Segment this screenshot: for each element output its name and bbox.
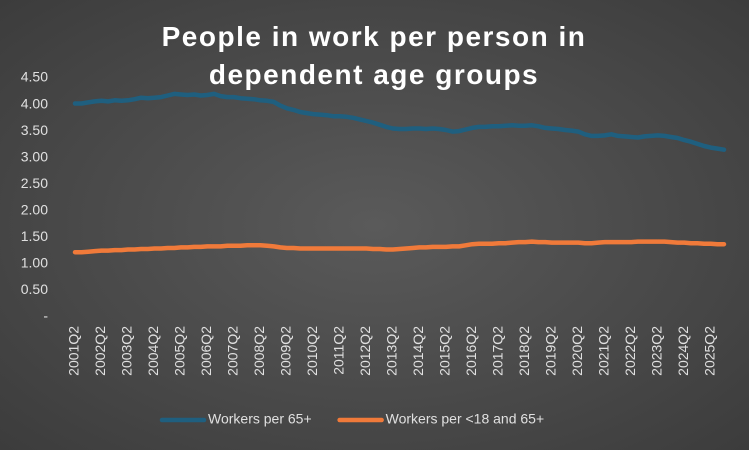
x-tick-label: 2024Q2 <box>675 326 691 376</box>
x-tick-label: 2016Q2 <box>463 326 479 376</box>
x-tick-label: 2018Q2 <box>516 326 532 376</box>
y-tick-label: 4.00 <box>21 95 48 111</box>
x-tick-label: 2008Q2 <box>251 326 267 376</box>
x-tick-label: 2017Q2 <box>490 326 506 376</box>
x-tick-label: 2006Q2 <box>198 326 214 376</box>
x-tick-label: 2007Q2 <box>225 326 241 376</box>
x-tick-label: 2004Q2 <box>145 326 161 376</box>
chart-title: People in work per person in dependent a… <box>161 21 587 90</box>
x-tick-label: 2014Q2 <box>410 326 426 376</box>
x-tick-label: 2013Q2 <box>384 326 400 376</box>
y-tick-label: 1.50 <box>21 228 48 244</box>
x-tick-label: 2010Q2 <box>304 326 320 376</box>
y-tick-label: 0.50 <box>21 281 48 297</box>
x-tick-label: 2022Q2 <box>622 326 638 376</box>
x-tick-label: 2023Q2 <box>648 326 664 376</box>
x-tick-label: 2012Q2 <box>357 326 373 376</box>
x-tick-label: 2003Q2 <box>119 326 135 376</box>
x-tick-label: 2009Q2 <box>278 326 294 376</box>
series-line <box>72 91 727 152</box>
y-tick-label: - <box>43 308 48 324</box>
y-tick-label: 2.00 <box>21 201 48 217</box>
y-tick-label: 3.00 <box>21 148 48 164</box>
y-tick-label: 2.50 <box>21 175 48 191</box>
x-tick-label: 2019Q2 <box>543 326 559 376</box>
x-tick-label: 2021Q2 <box>595 326 611 376</box>
y-tick-label: 3.50 <box>21 122 48 138</box>
x-tick-label: 2025Q2 <box>701 326 717 376</box>
legend-label: Workers per 65+ <box>208 411 312 427</box>
x-tick-label: 2002Q2 <box>92 326 108 376</box>
x-tick-label: 2015Q2 <box>437 326 453 376</box>
x-tick-label: 2011Q2 <box>331 326 347 375</box>
x-tick-label: 2005Q2 <box>172 326 188 376</box>
x-tick-label: 2001Q2 <box>66 326 82 376</box>
y-tick-label: 4.50 <box>21 69 48 85</box>
series-line <box>72 239 727 255</box>
legend-label: Workers per <18 and 65+ <box>386 411 545 427</box>
x-tick-label: 2020Q2 <box>569 326 585 376</box>
y-tick-label: 1.00 <box>21 255 48 271</box>
